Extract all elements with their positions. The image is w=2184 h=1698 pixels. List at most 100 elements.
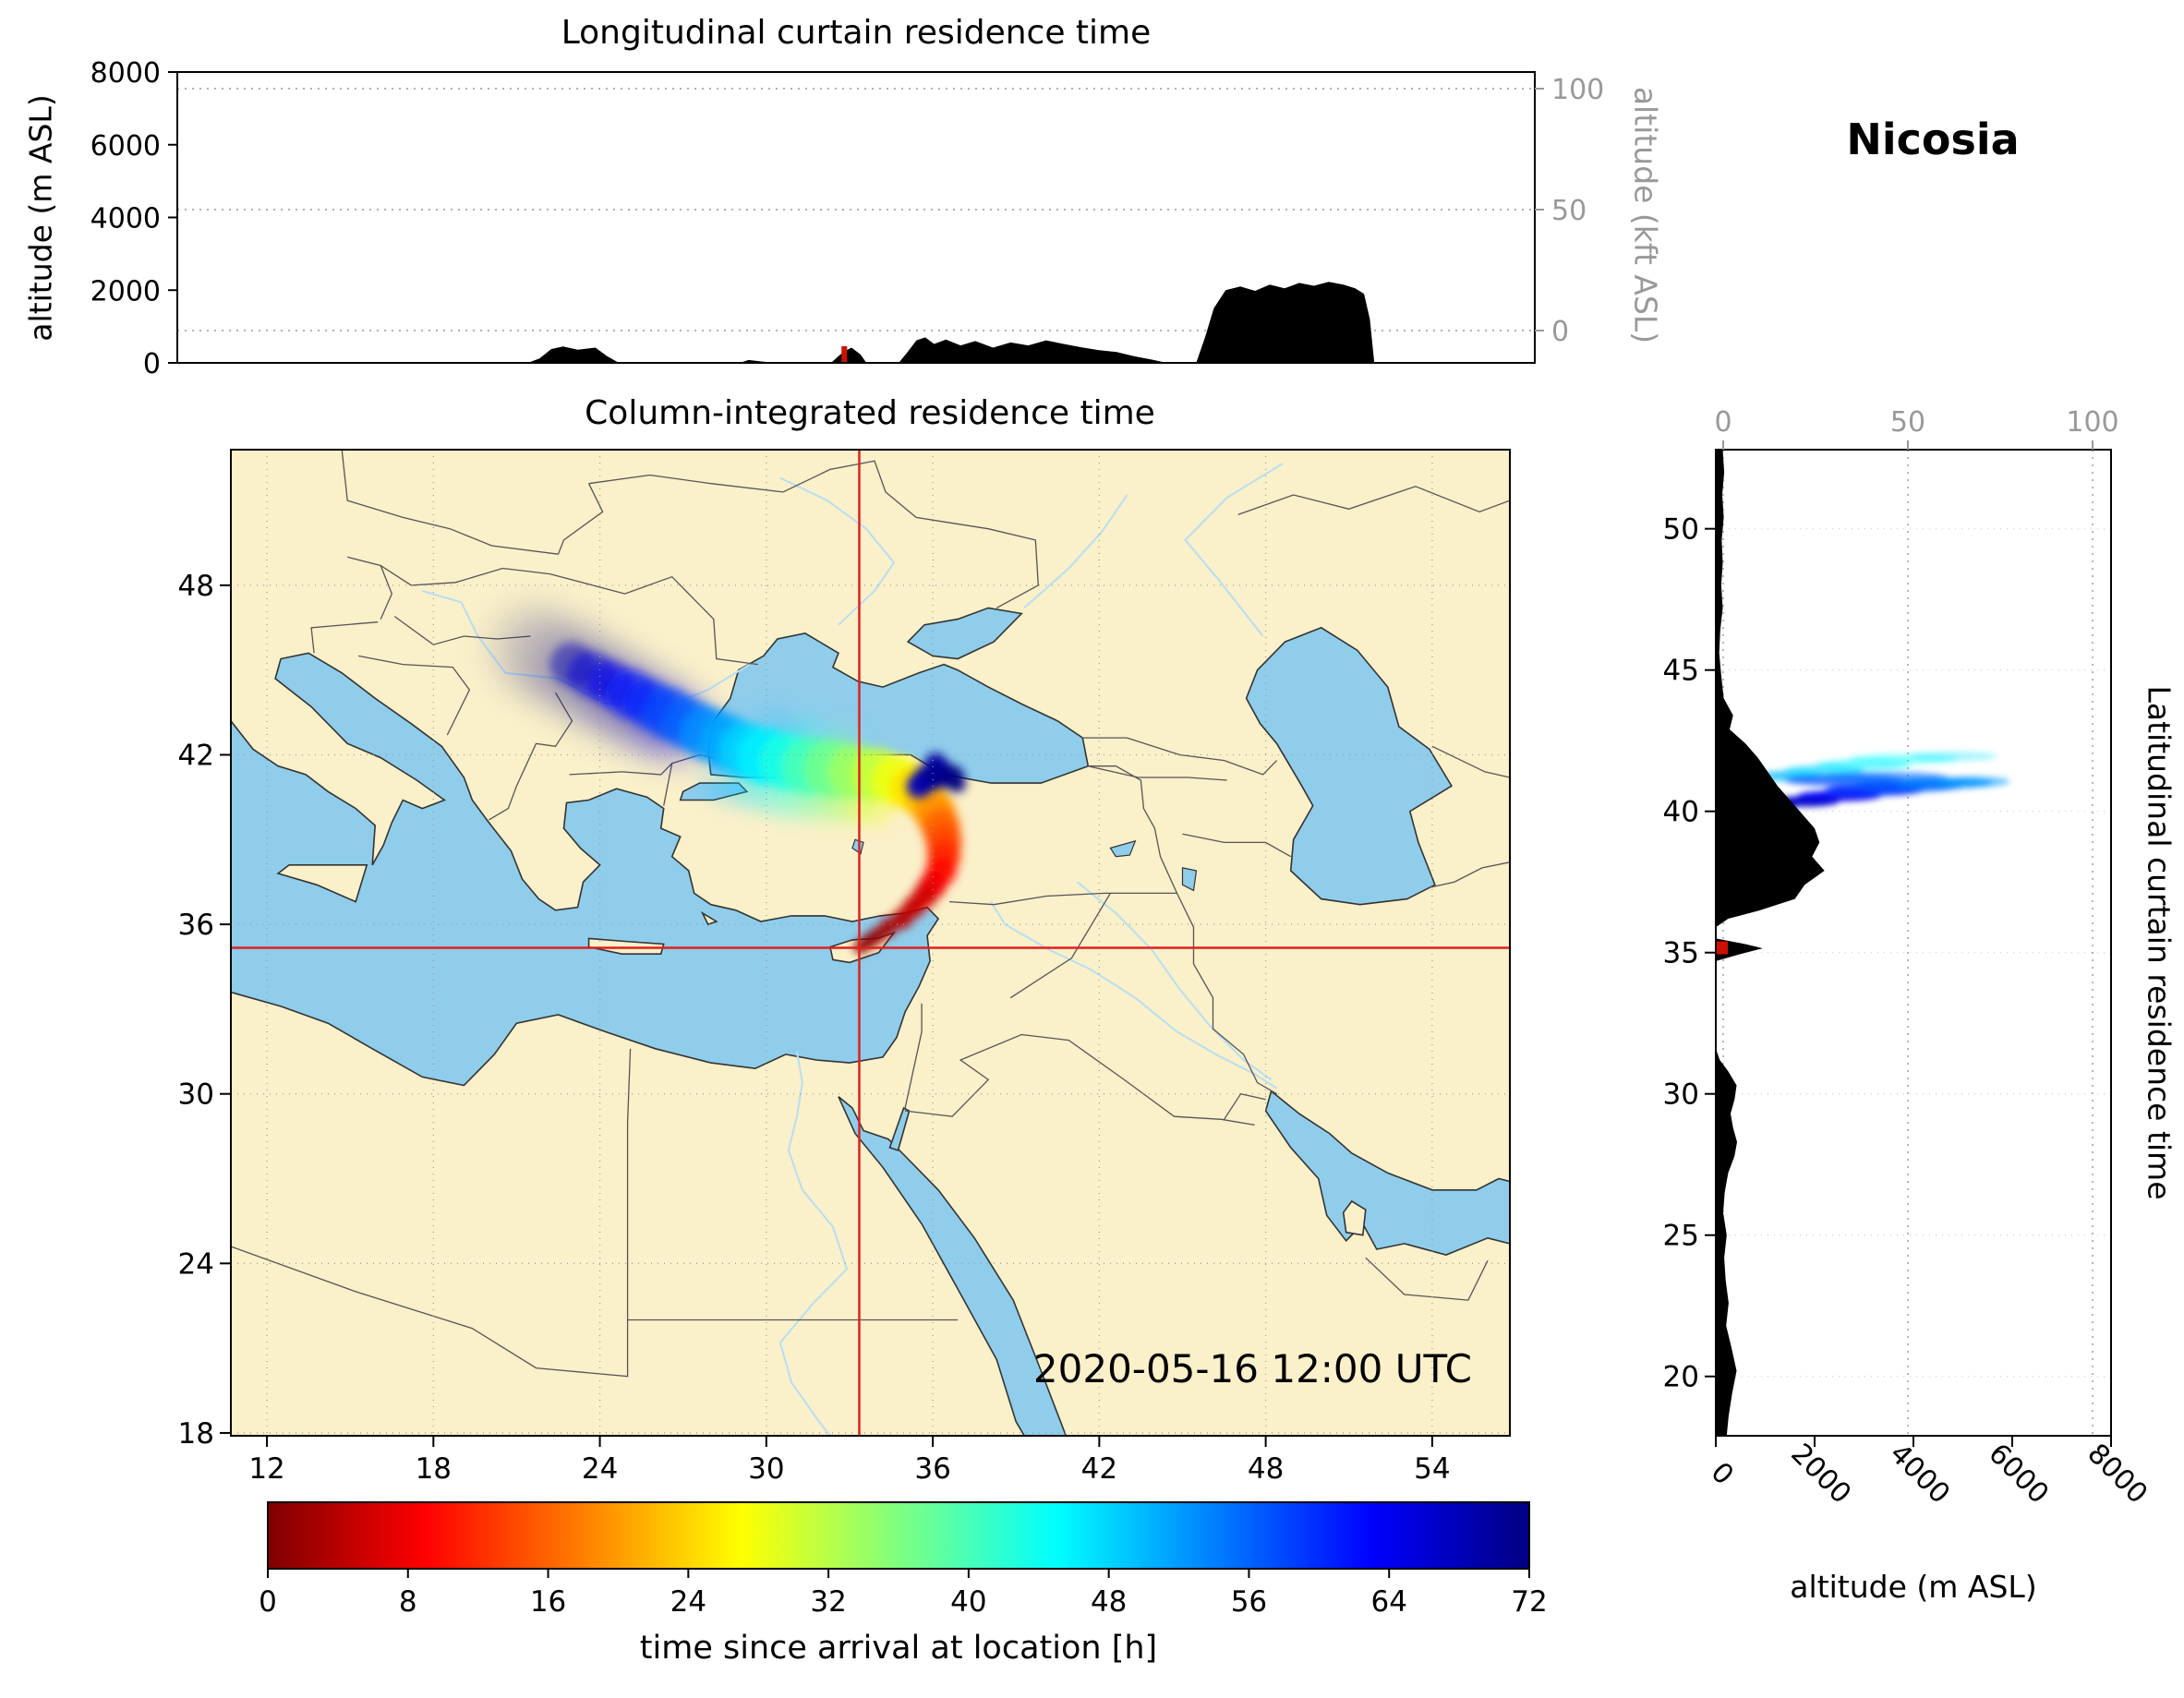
sea-polygon [838,1096,1068,1436]
island-polygon [276,863,368,903]
country-border [310,621,379,654]
map-ytick-label: 18 [178,1417,214,1451]
river-line [778,1051,849,1436]
country-border [1431,745,1510,778]
colorbar-tick-label: 24 [670,1585,706,1619]
map-ytick-label: 48 [178,570,214,603]
right-xtick-label: 2000 [1784,1438,1857,1511]
country-border [358,655,471,736]
right-ytick-label: 50 [1663,513,1699,547]
country-border [1009,893,1111,999]
arrival-marker-right [1717,941,1728,955]
country-border [341,450,559,555]
map-layers [231,450,1510,1436]
terrain-profile-latitudinal [1716,450,1825,1436]
arrival-marker-top [841,346,848,363]
map-xtick-label: 36 [914,1452,950,1486]
map-ytick-label: 24 [178,1247,214,1281]
country-border [663,763,673,806]
country-border [1365,1257,1489,1301]
top-ytick-label: 6000 [90,130,161,163]
colorbar-tick-label: 48 [1091,1585,1127,1619]
map-xtick-label: 42 [1081,1452,1117,1486]
map-ytick-label: 42 [178,739,214,772]
colorbar-tick-label: 56 [1231,1585,1267,1619]
country-border [1224,1092,1266,1120]
right-xtick-label: 0 [1705,1456,1740,1491]
river-line [1184,463,1284,637]
map-spine [230,449,1511,1437]
country-border [1088,765,1178,894]
colorbar-label: time since arrival at location [h] [639,1630,1158,1667]
colorbar-tick-label: 64 [1370,1585,1406,1619]
top-ylabel-left: altitude (m ASL) [22,94,59,342]
lake-polygon [1181,867,1198,892]
map-ytick-label: 36 [178,909,214,942]
colorbar-tick-label: 16 [530,1585,566,1619]
island-polygon [1342,1199,1367,1236]
country-border [231,1246,629,1378]
country-border [905,1033,1255,1126]
top-kft-tick-label: 0 [1551,316,1569,348]
right-ytick-label: 30 [1663,1078,1699,1112]
map-xtick-label: 54 [1414,1452,1450,1486]
top-ytick-label: 8000 [90,57,161,90]
right-kft-tick-label: 0 [1714,406,1732,439]
sea-polygon [1264,1090,1510,1256]
lake-polygon [1109,839,1137,858]
right-xtick-label: 4000 [1883,1438,1956,1511]
country-border [1182,833,1292,858]
country-border [1237,486,1510,516]
map-panel-title: Column-integrated residence time [585,394,1155,432]
right-ytick-label: 40 [1663,796,1699,829]
country-border [489,692,573,821]
sea-polygon [1245,626,1453,906]
top-ytick-label: 2000 [90,275,161,307]
right-kft-tick-label: 100 [2066,406,2118,439]
country-border [626,1048,632,1320]
right-ytick-label: 20 [1663,1361,1699,1394]
colorbar-tick-label: 0 [259,1585,277,1619]
top-ylabel-right: altitude (kft ASL) [1627,86,1664,344]
plume-blob-point [924,752,947,775]
right-plume-patch [1936,776,2010,788]
sea-polygon [906,607,1023,660]
right-plume-patch [1819,771,1949,784]
top-kft-tick-label: 100 [1551,74,1604,106]
lake-polygon [851,838,864,855]
map-xtick-label: 30 [748,1452,784,1486]
plume-blob-point [949,776,967,793]
colorbar-tick-label: 72 [1511,1585,1547,1619]
country-border [549,572,758,666]
colorbar-tick-label: 40 [950,1585,986,1619]
colorbar-tick-label: 32 [810,1585,846,1619]
colorbar-tick-label: 8 [399,1585,417,1619]
right-kft-tick-label: 50 [1890,406,1925,439]
country-border [1429,861,1510,888]
right-xtick-label: 6000 [1982,1438,2055,1511]
river-line [990,901,1278,1090]
right-panel-ylabel: Latitudinal curtain residence time [2141,685,2178,1200]
map-datetime-label: 2020-05-16 12:00 UTC [1032,1346,1472,1391]
right-ytick-label: 25 [1663,1220,1699,1253]
country-border [1088,765,1227,781]
top-kft-tick-label: 50 [1551,195,1587,227]
right-xtick-label: 8000 [2081,1438,2154,1511]
map-xtick-label: 48 [1248,1452,1284,1486]
top-ytick-label: 0 [143,348,161,380]
country-border [904,1003,923,1109]
right-panel-bg [1716,450,2111,1436]
map-ytick-label: 30 [178,1078,214,1112]
map-xtick-label: 24 [582,1452,618,1486]
terrain-profile-longitudinal [177,282,1535,363]
colorbar-spine [267,1501,1530,1570]
top-ytick-label: 4000 [90,203,161,235]
map-xtick-label: 12 [248,1452,284,1486]
country-border [588,474,783,493]
plume-blob-layer [906,752,967,799]
right-ytick-label: 45 [1663,655,1699,688]
country-border [1082,737,1278,776]
right-plume-patch [1908,751,1997,762]
